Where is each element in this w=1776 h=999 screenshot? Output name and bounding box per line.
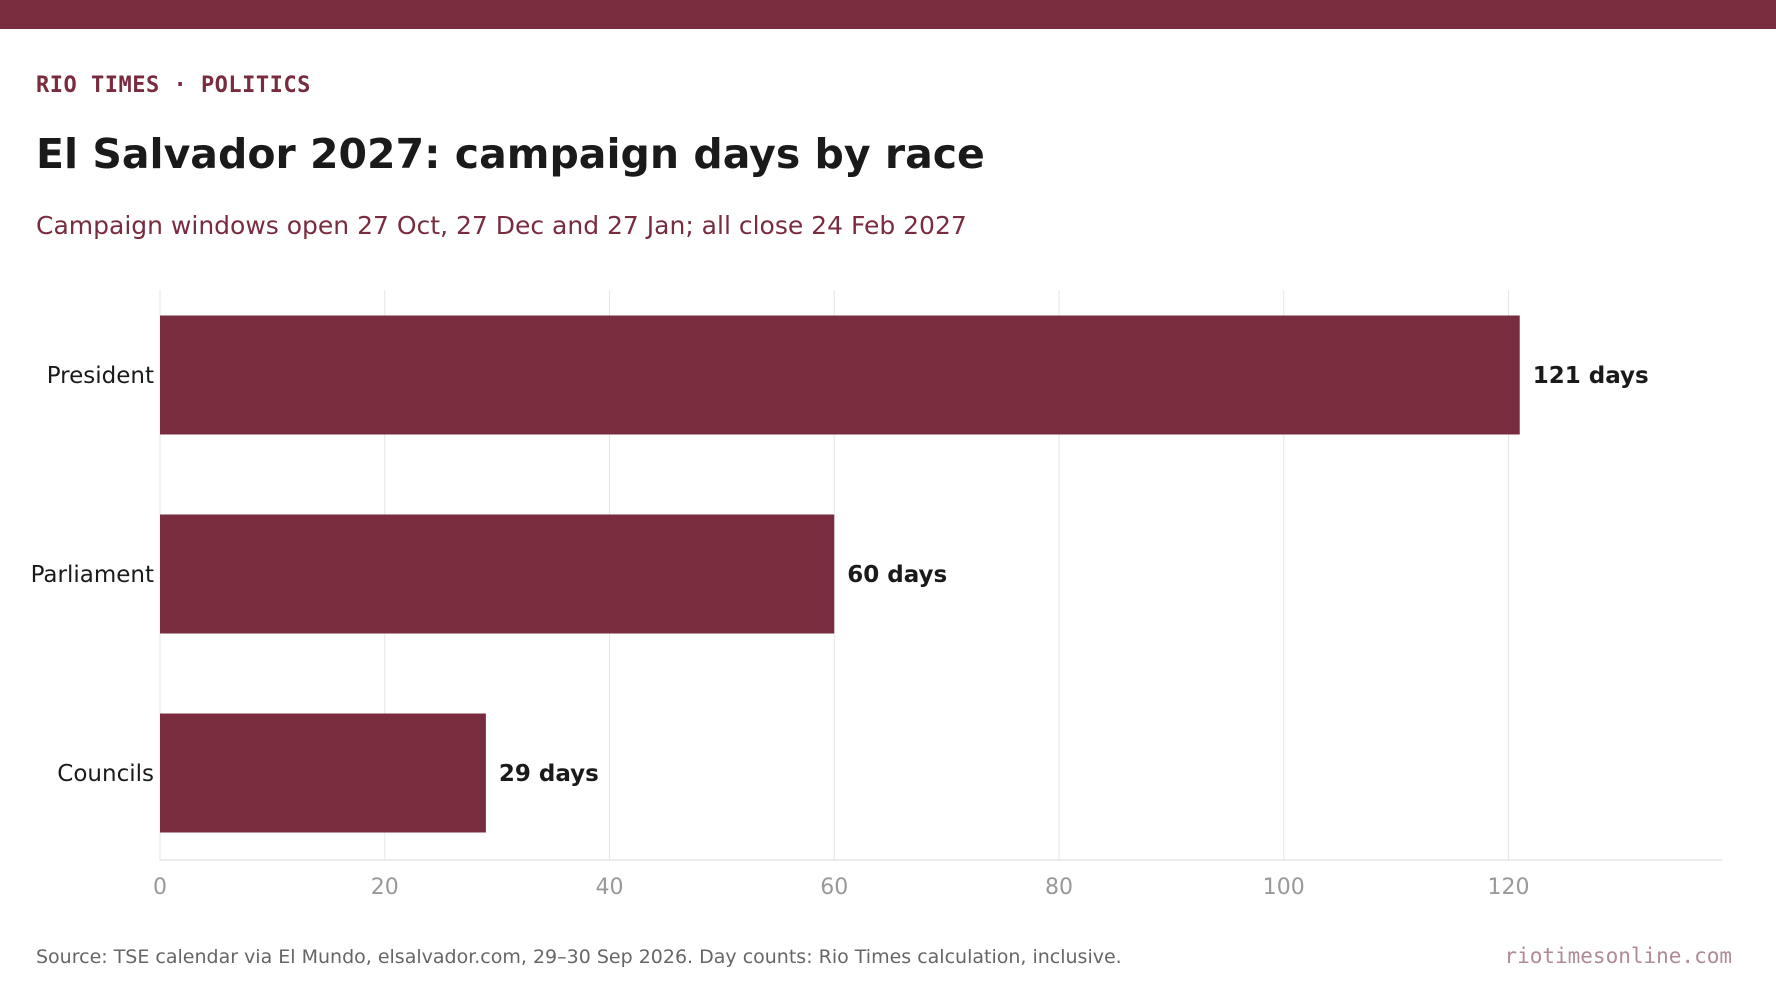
- bar-layer: [160, 315, 1520, 833]
- x-tick-label-60: 60: [820, 875, 848, 900]
- chart-title: El Salvador 2027: campaign days by race: [36, 130, 985, 178]
- source-note: Source: TSE calendar via El Mundo, elsal…: [36, 946, 1122, 968]
- section-kicker: RIO TIMES · POLITICS: [36, 73, 311, 98]
- x-tick-label-20: 20: [371, 875, 399, 900]
- site-credit: riotimesonline.com: [1504, 944, 1732, 968]
- x-tick-label-40: 40: [595, 875, 623, 900]
- bar-president: [160, 315, 1520, 435]
- category-label-president: President: [47, 363, 154, 389]
- category-label-parliament: Parliament: [31, 562, 154, 588]
- x-tick-label-80: 80: [1045, 875, 1073, 900]
- x-tick-label-0: 0: [153, 875, 167, 900]
- x-tick-label-100: 100: [1263, 875, 1305, 900]
- bar-councils: [160, 713, 486, 833]
- value-label-parliament: 60 days: [847, 562, 947, 588]
- bar-chart: President 121 days Parliament 60 days Counci…: [31, 290, 1722, 900]
- category-label-councils: Councils: [57, 761, 154, 787]
- x-axis: 0 20 40 60 80 100 120: [153, 859, 1722, 900]
- label-layer: President 121 days Parliament 60 days Counci…: [31, 363, 1649, 787]
- value-label-president: 121 days: [1533, 363, 1649, 389]
- bar-parliament: [160, 514, 835, 634]
- chart-subtitle: Campaign windows open 27 Oct, 27 Dec and…: [36, 211, 967, 240]
- value-label-councils: 29 days: [499, 761, 599, 787]
- x-tick-label-120: 120: [1487, 875, 1529, 900]
- top-accent-bar: [0, 0, 1776, 29]
